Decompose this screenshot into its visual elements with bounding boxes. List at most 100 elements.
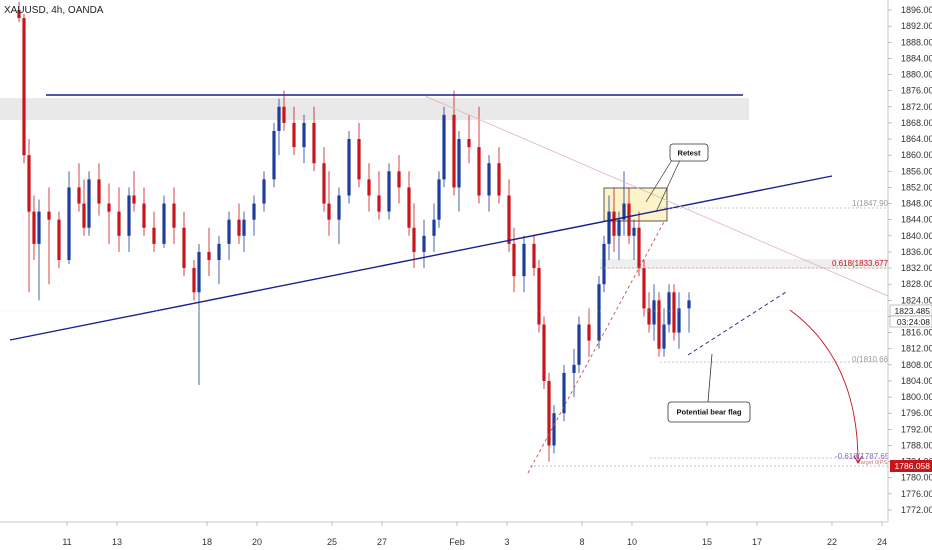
retest-callout-text: Retest — [678, 149, 701, 158]
candle[interactable] — [442, 106, 446, 188]
candle[interactable] — [577, 316, 581, 373]
candle[interactable] — [237, 203, 241, 244]
candle[interactable] — [652, 284, 656, 341]
candle[interactable] — [312, 106, 316, 172]
candle[interactable] — [27, 139, 31, 293]
candle[interactable] — [627, 187, 631, 244]
candle[interactable] — [537, 260, 541, 333]
candle[interactable] — [607, 195, 611, 260]
candle[interactable] — [412, 203, 416, 269]
candle[interactable] — [647, 292, 651, 333]
candle[interactable] — [32, 195, 36, 260]
candle[interactable] — [552, 405, 556, 454]
candle[interactable] — [677, 292, 681, 349]
candle[interactable] — [367, 163, 371, 212]
candle[interactable] — [282, 90, 286, 131]
candle-body — [457, 139, 461, 188]
candle[interactable] — [512, 227, 516, 293]
candle[interactable] — [662, 308, 666, 357]
candle[interactable] — [522, 235, 526, 293]
candle[interactable] — [532, 235, 536, 277]
candle-body — [377, 195, 381, 212]
candle[interactable] — [387, 163, 391, 220]
fib-1-label: 1(1847.902) — [852, 199, 895, 208]
candle[interactable] — [77, 163, 81, 212]
candle[interactable] — [227, 211, 231, 260]
candle[interactable] — [302, 114, 306, 164]
candle[interactable] — [252, 195, 256, 236]
candle[interactable] — [657, 292, 661, 357]
candle-body — [667, 292, 671, 325]
candle[interactable] — [277, 98, 281, 156]
candle[interactable] — [117, 187, 121, 252]
candle[interactable] — [397, 155, 401, 204]
candle[interactable] — [632, 219, 636, 260]
trend-line — [9, 175, 833, 341]
candle[interactable] — [127, 187, 131, 252]
candle[interactable] — [597, 276, 601, 349]
candle[interactable] — [327, 171, 331, 236]
candle[interactable] — [87, 171, 91, 236]
candle[interactable] — [162, 195, 166, 248]
candle[interactable] — [197, 243, 201, 385]
candle[interactable] — [672, 284, 676, 341]
y-tick-label: 1896.000 — [901, 5, 932, 15]
candle[interactable] — [587, 308, 591, 357]
candle[interactable] — [572, 348, 576, 398]
y-tick-label: 1856.000 — [901, 166, 932, 176]
candle[interactable] — [17, 1, 21, 23]
candle[interactable] — [337, 187, 341, 244]
candle[interactable] — [562, 364, 566, 422]
candle[interactable] — [152, 211, 156, 252]
candle[interactable] — [497, 147, 501, 204]
candle[interactable] — [422, 219, 426, 269]
x-tick-label: 24 — [877, 537, 887, 547]
candle[interactable] — [182, 211, 186, 277]
candle[interactable] — [637, 211, 641, 277]
x-tick-labels: 11 13 18 20 25 27 Feb 3 8 10 15 17 22 24 — [62, 522, 887, 547]
candle[interactable] — [37, 199, 41, 301]
candle[interactable] — [377, 171, 381, 220]
candle-body — [227, 219, 231, 244]
candle[interactable] — [57, 211, 61, 269]
candle[interactable] — [172, 187, 176, 244]
candle[interactable] — [437, 171, 441, 228]
candle[interactable] — [487, 155, 491, 212]
candle[interactable] — [82, 179, 86, 236]
candle[interactable] — [262, 171, 266, 212]
candle[interactable] — [272, 122, 276, 188]
candle[interactable] — [457, 130, 461, 212]
candle[interactable] — [97, 163, 101, 216]
candle[interactable] — [432, 203, 436, 252]
candle[interactable] — [142, 187, 146, 236]
candle[interactable] — [132, 171, 136, 212]
candle[interactable] — [47, 187, 51, 285]
candle[interactable] — [477, 106, 481, 204]
candle[interactable] — [207, 227, 211, 277]
candle[interactable] — [242, 211, 246, 252]
candle[interactable] — [547, 372, 551, 462]
candle[interactable] — [322, 147, 326, 212]
y-tick-label: 1788.000 — [901, 440, 932, 450]
candle[interactable] — [602, 235, 606, 293]
y-tick-label: 1844.000 — [901, 215, 932, 225]
candle[interactable] — [617, 211, 621, 260]
price-axis[interactable] — [888, 0, 932, 522]
candle[interactable] — [347, 130, 351, 204]
time-axis[interactable] — [0, 522, 932, 550]
candle[interactable] — [667, 284, 671, 333]
candle[interactable] — [107, 183, 111, 244]
candle[interactable] — [642, 260, 646, 317]
candle[interactable] — [357, 122, 361, 188]
candle[interactable] — [22, 14, 26, 164]
candle[interactable] — [407, 171, 411, 236]
candle[interactable] — [67, 171, 71, 265]
candle[interactable] — [217, 235, 221, 285]
candle-body — [547, 380, 551, 446]
candle[interactable] — [687, 292, 691, 333]
candle[interactable] — [192, 260, 196, 301]
candle[interactable] — [292, 106, 296, 156]
candle[interactable] — [542, 316, 546, 390]
candle[interactable] — [467, 114, 471, 164]
